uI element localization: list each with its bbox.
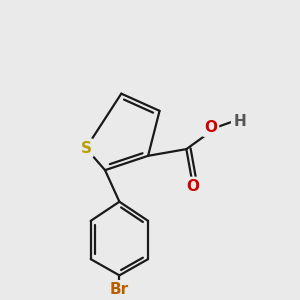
- Text: Br: Br: [110, 282, 129, 297]
- Text: O: O: [187, 179, 200, 194]
- Text: S: S: [80, 141, 92, 156]
- Text: O: O: [204, 120, 217, 135]
- Text: H: H: [233, 114, 246, 129]
